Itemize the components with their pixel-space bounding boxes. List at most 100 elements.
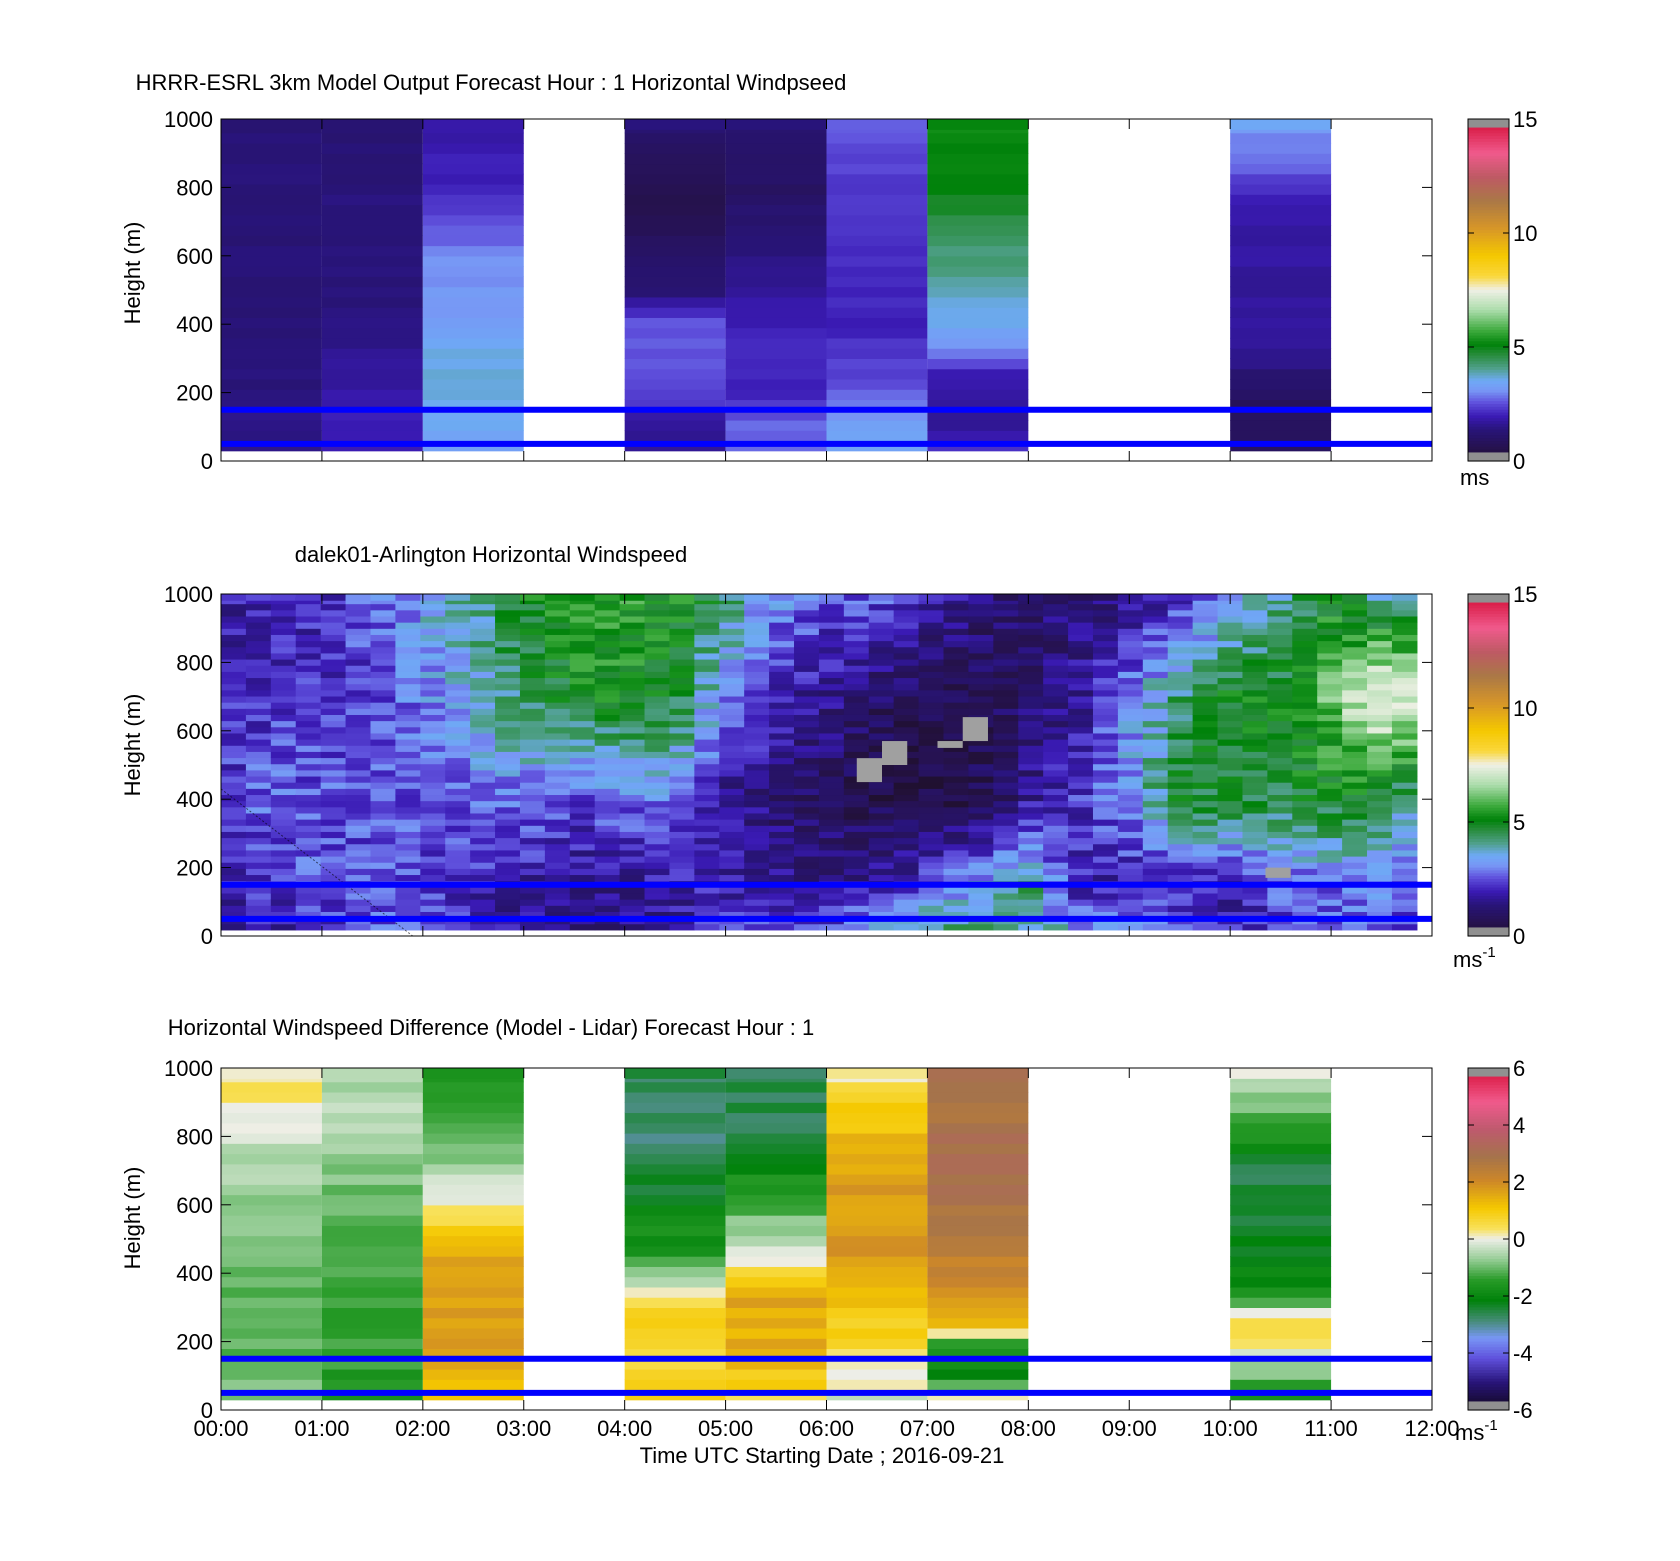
data-cell <box>1367 622 1393 629</box>
data-cell <box>669 794 695 802</box>
data-cell <box>1292 634 1318 642</box>
data-cell <box>644 720 671 728</box>
data-cell <box>1192 757 1219 765</box>
data-cell <box>221 1153 322 1165</box>
data-cell <box>619 905 646 912</box>
data-cell <box>918 812 945 820</box>
data-cell <box>370 812 396 820</box>
data-cell <box>420 640 446 648</box>
data-cell <box>320 899 347 906</box>
data-cell <box>943 831 970 839</box>
data-cell <box>1167 769 1194 777</box>
data-cell <box>794 911 820 919</box>
data-cell <box>826 409 928 421</box>
data-cell <box>1142 658 1169 666</box>
data-cell <box>1230 1245 1332 1257</box>
data-cell <box>826 1235 928 1247</box>
data-cell <box>993 622 1019 629</box>
data-cell <box>445 812 471 820</box>
data-cell <box>1092 609 1119 617</box>
data-cell <box>420 677 446 685</box>
data-cell <box>619 782 646 789</box>
data-cell <box>624 153 726 165</box>
data-cell <box>221 1297 322 1308</box>
data-cell <box>644 634 671 642</box>
data-cell <box>744 769 770 777</box>
data-cell <box>295 594 322 601</box>
data-cell <box>1092 658 1119 666</box>
colorbar-segment <box>1468 315 1509 320</box>
colorbar-segment <box>1468 867 1509 872</box>
data-cell <box>1317 886 1343 894</box>
colorbar-segment <box>1468 1395 1509 1400</box>
data-cell <box>1342 849 1368 857</box>
data-cell <box>694 615 720 623</box>
data-cell <box>470 695 496 703</box>
data-cell <box>1230 1307 1332 1319</box>
data-cell <box>1068 652 1094 660</box>
data-cell <box>470 658 496 666</box>
data-cell <box>345 634 372 642</box>
data-cell <box>370 892 396 900</box>
data-cell <box>1367 782 1393 789</box>
data-cell <box>1192 923 1219 931</box>
data-cell <box>927 1143 1029 1155</box>
colorbar-segment <box>1468 1313 1509 1317</box>
y-tick-label: 0 <box>201 924 213 949</box>
data-cell <box>619 658 646 666</box>
data-cell <box>719 862 745 869</box>
data-cell <box>1117 689 1144 697</box>
data-cell <box>569 837 596 845</box>
colorbar-segment <box>1468 309 1509 314</box>
data-cell <box>321 1368 423 1380</box>
data-cell <box>422 235 524 247</box>
data-cell <box>1018 769 1044 777</box>
data-cell <box>320 597 347 605</box>
data-cell <box>1317 831 1343 839</box>
colorbar-segment <box>1468 133 1509 137</box>
colorbar-segment <box>1468 284 1509 288</box>
data-cell <box>1167 855 1194 863</box>
data-cell <box>1342 732 1368 740</box>
data-cell <box>769 769 795 777</box>
data-cell <box>943 899 970 906</box>
data-cell <box>669 720 695 728</box>
data-cell <box>321 245 423 257</box>
colorbar-segment <box>1468 1287 1509 1291</box>
data-cell <box>295 726 322 734</box>
data-cell <box>1317 782 1343 789</box>
colorbar-segment <box>1468 1142 1509 1146</box>
data-cell <box>1192 594 1219 601</box>
data-cell <box>725 142 827 154</box>
data-cell <box>744 849 770 857</box>
data-cell <box>644 640 671 648</box>
missing-data-block <box>1265 867 1291 878</box>
data-cell <box>470 671 496 679</box>
data-cell <box>624 142 726 154</box>
data-cell <box>320 923 347 931</box>
data-cell <box>719 923 745 931</box>
data-cell <box>1018 628 1044 635</box>
data-cell <box>245 806 272 814</box>
data-cell <box>624 119 726 130</box>
data-cell <box>619 899 646 906</box>
data-cell <box>694 597 720 605</box>
data-cell <box>794 745 820 752</box>
data-cell <box>245 689 272 697</box>
data-cell <box>221 142 322 154</box>
data-cell <box>1043 745 1069 752</box>
data-cell <box>669 714 695 722</box>
data-cell <box>270 720 297 728</box>
data-cell <box>843 751 870 759</box>
colorbar-segment <box>1468 421 1509 425</box>
data-cell <box>644 702 671 709</box>
hour-column-7 <box>927 1068 1029 1401</box>
data-cell <box>221 337 322 349</box>
data-cell <box>1391 862 1418 869</box>
data-cell <box>295 603 322 611</box>
data-cell <box>221 266 322 277</box>
data-cell <box>794 794 820 802</box>
data-cell <box>1242 751 1268 759</box>
data-cell <box>345 843 372 851</box>
data-cell <box>744 819 770 826</box>
